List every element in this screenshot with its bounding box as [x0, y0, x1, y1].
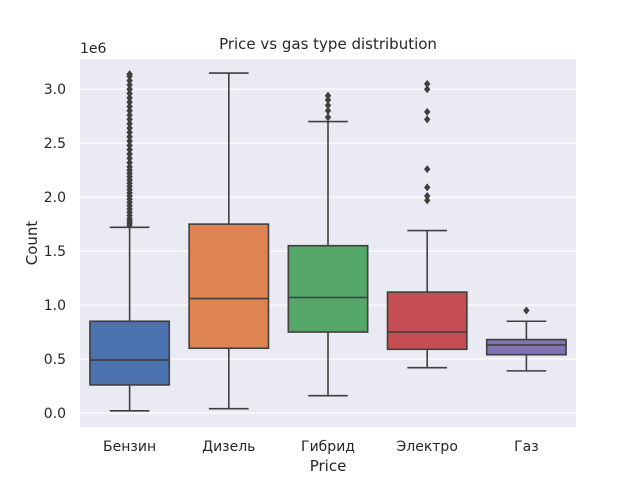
outlier-point — [424, 79, 431, 88]
x-tick-label: Бензин — [103, 439, 156, 455]
outlier-point — [126, 128, 133, 137]
outlier-point — [324, 113, 332, 122]
y-tick-label: 2.0 — [44, 190, 66, 206]
outlier-point — [126, 119, 133, 128]
x-tick-label: Гибрид — [301, 439, 355, 455]
chart-title: Price vs gas type distribution — [219, 35, 437, 53]
outlier-point — [126, 124, 133, 133]
outlier-point — [126, 89, 133, 98]
outlier-point — [424, 192, 431, 201]
outlier-point — [126, 149, 133, 158]
outlier-point — [126, 162, 133, 171]
outlier-point — [126, 85, 133, 94]
outlier-point — [424, 165, 431, 174]
outlier-point — [126, 80, 133, 89]
box-iqr — [287, 244, 369, 333]
outlier-point — [126, 137, 133, 146]
box-iqr — [188, 223, 270, 350]
box-iqr — [89, 320, 171, 386]
outlier-point — [523, 306, 530, 315]
outlier-point — [126, 102, 133, 111]
y-tick-label: 0.0 — [44, 406, 66, 422]
y-tick-label: 0.5 — [44, 352, 66, 368]
y-tick-label: 3.0 — [44, 82, 66, 98]
y-axis-label: Count — [23, 221, 41, 266]
box-iqr — [485, 338, 567, 356]
outlier-point — [126, 93, 133, 102]
x-tick-label: Электро — [396, 439, 457, 455]
x-tick-label: Дизель — [202, 439, 255, 455]
outlier-point — [126, 154, 133, 163]
y-tick-labels: 0.0 0.5 1.0 1.5 2.0 2.5 3.0 — [44, 82, 66, 422]
x-axis-label: Price — [310, 457, 347, 475]
box-group — [89, 70, 171, 412]
outlier-point — [126, 98, 133, 107]
box-group — [188, 72, 270, 410]
outlier-point — [424, 85, 431, 94]
outlier-point — [126, 158, 133, 167]
outlier-point — [126, 132, 133, 141]
outlier-point — [424, 183, 431, 192]
y-axis-offset-label: 1e6 — [80, 41, 107, 57]
outlier-point — [126, 145, 133, 154]
box-group — [485, 306, 567, 372]
outlier-point — [126, 70, 133, 79]
outlier-point — [324, 106, 332, 115]
box-group — [287, 91, 369, 397]
outlier-point — [324, 91, 332, 100]
outlier-point — [126, 111, 133, 120]
outlier-point — [126, 76, 133, 85]
outlier-point — [424, 115, 431, 124]
outlier-point — [424, 107, 431, 116]
y-tick-label: 1.5 — [44, 244, 66, 260]
box-group — [386, 79, 468, 369]
outlier-point — [126, 141, 133, 150]
x-tick-label: Газ — [514, 439, 539, 455]
outlier-point — [324, 101, 332, 110]
outlier-point — [424, 196, 431, 205]
y-tick-label: 2.5 — [44, 136, 66, 152]
outlier-point — [126, 106, 133, 115]
boxes — [89, 70, 567, 412]
box-iqr — [386, 291, 468, 351]
outlier-point — [324, 96, 332, 105]
x-tick-labels: Бензин Дизель Гибрид Электро Газ — [103, 439, 539, 455]
y-tick-label: 1.0 — [44, 298, 66, 314]
outlier-point — [126, 115, 133, 124]
